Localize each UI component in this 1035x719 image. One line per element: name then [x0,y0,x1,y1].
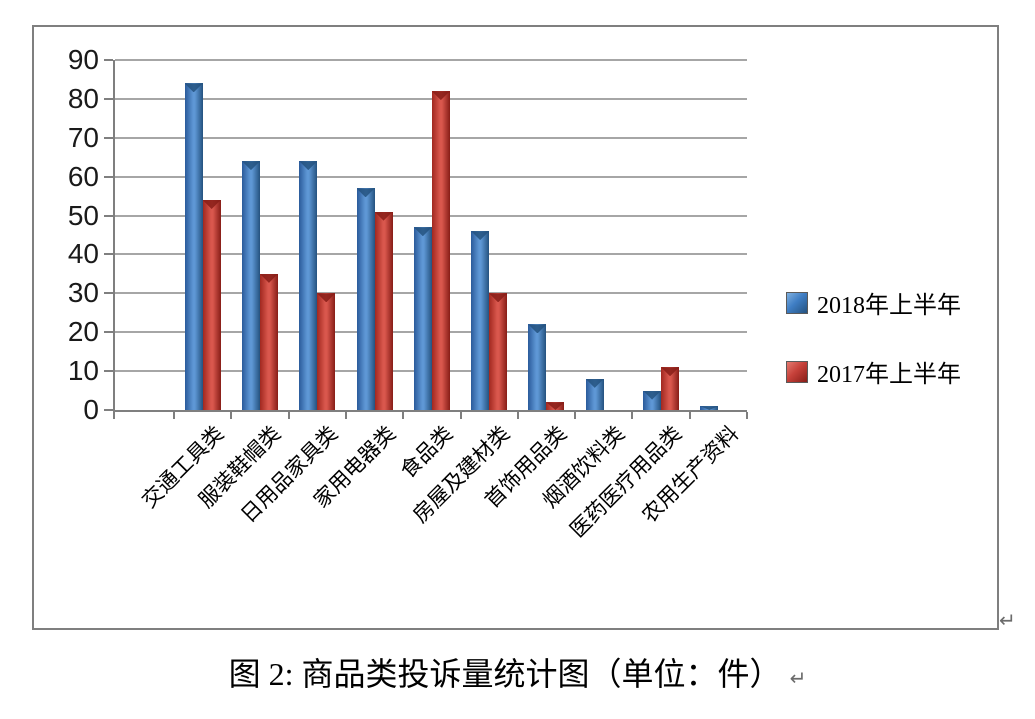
bar-s0-c8 [643,390,662,410]
y-axis-tick [104,292,113,295]
x-axis-tick [173,412,175,419]
chart-frame: 0 10 20 30 40 50 60 70 80 90 交通工具类 服装鞋帽类 日用品家具类 家用电器类… [32,25,999,630]
legend-entry-2018: 2018年上半年 [786,285,961,320]
y-axis-tick [104,370,113,373]
x-axis-tick [516,412,519,419]
bar-top-notch-icon [259,273,278,283]
bar-top-notch-icon [202,200,221,209]
bar-s0-c3 [356,188,375,410]
bar-s1-c8 [661,367,680,410]
bar-top-notch-icon [241,161,260,171]
gridline [115,175,747,178]
y-axis-tick [104,175,113,178]
plot-area: 0 10 20 30 40 50 60 70 80 90 交通工具类 服装鞋帽类 日用品家具类 家用电器类… [68,46,748,542]
x-axis-tick [287,412,290,419]
y-axis-tick-label: 90 [67,44,99,75]
y-axis-tick [104,97,113,100]
legend-swatch-2018-icon [786,291,808,314]
x-axis-tick [230,412,233,419]
bar-top-notch-icon [431,91,450,101]
figure-caption-text: 图 2: 商品类投诉量统计图（单位：件） [228,656,782,692]
bar-top-notch-icon [356,188,375,198]
bar-top-notch-icon [528,324,547,334]
bar-top-notch-icon [546,402,565,410]
y-axis-tick [104,409,113,411]
bar-s0-c2 [299,161,318,410]
bar-top-notch-icon [585,378,604,388]
bar-top-notch-icon [413,227,432,237]
x-axis-tick [402,412,405,419]
y-axis-tick-label: 80 [67,82,99,114]
bar-s1-c6 [546,402,565,410]
bar-s1-c3 [374,211,393,410]
bar-top-notch-icon [471,231,490,241]
bar-s0-c6 [528,324,547,410]
y-axis-tick-label: 60 [67,160,99,192]
y-axis-tick-label: 40 [67,238,99,270]
caption-return-mark: ↵ [789,666,807,690]
x-axis-tick [344,412,347,419]
bar-s1-c1 [259,273,278,410]
paragraph-return-mark: ↵ [999,608,1016,632]
bar-top-notch-icon [643,390,662,400]
y-axis-tick [104,214,113,217]
y-axis-tick [104,136,113,139]
bar-top-notch-icon [374,211,393,221]
bar-top-notch-icon [661,367,680,377]
bar-top-notch-icon [299,161,318,171]
bar-s1-c5 [489,293,508,410]
x-axis-tick [574,412,577,419]
x-axis-tick [459,412,462,419]
legend-label-2017: 2017年上半年 [817,362,961,388]
y-axis-tick-label: 0 [83,394,99,425]
bar-s0-c1 [241,161,260,410]
y-axis-tick [104,331,113,334]
bar-top-notch-icon [184,83,203,93]
bar-s0-c4 [413,227,432,410]
gridline [115,136,747,139]
y-axis-tick-label: 10 [67,355,99,387]
bar-top-notch-icon [317,293,336,303]
legend: 2018年上半年 2017年上半年 [786,285,961,423]
y-axis-tick-label: 20 [67,316,99,348]
x-axis-tick [631,412,634,419]
y-axis-tick [104,59,113,61]
x-axis-tick [688,412,691,419]
legend-swatch-2017-icon [786,360,808,383]
figure-caption: 图 2: 商品类投诉量统计图（单位：件） ↵ [0,649,1035,695]
y-axis-tick-label: 30 [67,277,99,309]
bar-s0-c7 [585,378,604,410]
y-axis-tick [104,253,113,256]
bar-top-notch-icon [489,293,508,303]
gridline [115,97,747,100]
legend-label-2018: 2018年上半年 [817,293,961,319]
bar-s1-c4 [431,91,450,410]
gridline [115,59,747,61]
x-axis-tick [746,412,748,419]
y-axis-tick-label: 50 [67,199,99,231]
y-axis-tick-label: 70 [67,121,99,153]
bar-s1-c0 [202,200,221,410]
bar-s0-c0 [184,83,203,410]
legend-entry-2017: 2017年上半年 [786,354,961,389]
bar-s1-c2 [317,293,336,410]
y-axis-line-extension [113,410,115,419]
bar-s0-c5 [471,231,490,410]
bar-top-notch-icon [700,406,719,410]
gridline [115,214,747,217]
bar-s0-c9 [700,406,719,410]
